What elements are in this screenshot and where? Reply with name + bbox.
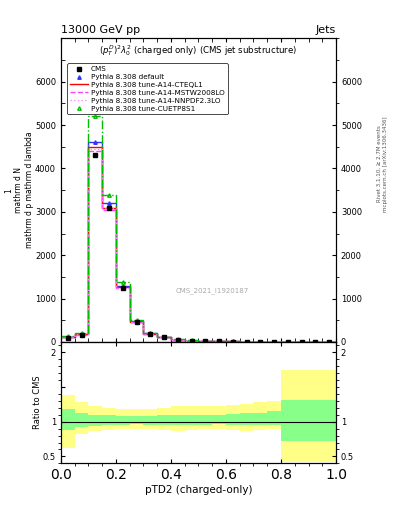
Pythia 8.308 tune-CUETP8S1 (313, 339, 318, 345)
Pythia 8.308 tune-CUETP8S1 (272, 338, 277, 345)
Pythia 8.308 default (120, 283, 125, 289)
CMS (120, 285, 125, 291)
X-axis label: pTD2 (charged-only): pTD2 (charged-only) (145, 485, 252, 495)
Pythia 8.308 default (189, 337, 194, 344)
Pythia 8.308 tune-CUETP8S1 (134, 317, 139, 323)
Pythia 8.308 tune-CUETP8S1 (299, 339, 304, 345)
Pythia 8.308 default (313, 339, 318, 345)
Pythia 8.308 tune-CUETP8S1 (258, 338, 263, 345)
CMS (272, 338, 277, 345)
CMS (258, 338, 263, 345)
Pythia 8.308 tune-CUETP8S1 (148, 330, 152, 336)
CMS (79, 332, 84, 338)
Pythia 8.308 tune-CUETP8S1 (79, 330, 84, 336)
CMS (313, 339, 318, 345)
CMS (176, 336, 180, 343)
Pythia 8.308 default (230, 338, 235, 345)
Pythia 8.308 tune-CUETP8S1 (327, 339, 332, 345)
CMS (189, 337, 194, 344)
CMS (148, 331, 152, 337)
CMS (134, 319, 139, 325)
Text: $(p_T^D)^2\lambda_0^2$ (charged only) (CMS jet substructure): $(p_T^D)^2\lambda_0^2$ (charged only) (C… (99, 43, 298, 58)
Pythia 8.308 default (93, 139, 97, 145)
Pythia 8.308 default (299, 339, 304, 345)
Text: Jets: Jets (316, 25, 336, 35)
CMS (285, 339, 290, 345)
Line: CMS: CMS (66, 154, 331, 344)
Pythia 8.308 default (244, 338, 249, 345)
Text: CMS_2021_I1920187: CMS_2021_I1920187 (176, 287, 249, 294)
Pythia 8.308 tune-CUETP8S1 (217, 338, 222, 344)
Pythia 8.308 default (327, 339, 332, 345)
Pythia 8.308 default (134, 318, 139, 324)
Pythia 8.308 tune-CUETP8S1 (285, 339, 290, 345)
CMS (203, 338, 208, 344)
Pythia 8.308 tune-CUETP8S1 (93, 113, 97, 119)
Pythia 8.308 default (176, 336, 180, 343)
CMS (107, 204, 112, 210)
Pythia 8.308 default (79, 331, 84, 337)
CMS (299, 339, 304, 345)
CMS (93, 153, 97, 159)
CMS (162, 334, 167, 340)
Pythia 8.308 default (162, 334, 167, 340)
CMS (217, 338, 222, 345)
Pythia 8.308 tune-CUETP8S1 (120, 279, 125, 285)
Pythia 8.308 default (258, 338, 263, 345)
CMS (65, 334, 70, 340)
Pythia 8.308 default (203, 338, 208, 344)
Y-axis label: 1
mathrm d N
mathrm d p mathrm d lambda: 1 mathrm d N mathrm d p mathrm d lambda (4, 132, 33, 248)
Pythia 8.308 default (148, 330, 152, 336)
Pythia 8.308 tune-CUETP8S1 (203, 338, 208, 344)
Pythia 8.308 default (107, 200, 112, 206)
Pythia 8.308 default (65, 334, 70, 340)
Pythia 8.308 tune-CUETP8S1 (176, 336, 180, 343)
Y-axis label: Ratio to CMS: Ratio to CMS (33, 376, 42, 430)
Pythia 8.308 tune-CUETP8S1 (230, 338, 235, 345)
Pythia 8.308 default (285, 339, 290, 345)
Legend: CMS, Pythia 8.308 default, Pythia 8.308 tune-A14-CTEQL1, Pythia 8.308 tune-A14-M: CMS, Pythia 8.308 default, Pythia 8.308 … (67, 63, 228, 114)
CMS (327, 339, 332, 345)
Line: Pythia 8.308 tune-CUETP8S1: Pythia 8.308 tune-CUETP8S1 (66, 115, 331, 344)
CMS (244, 338, 249, 345)
Pythia 8.308 default (217, 338, 222, 345)
Line: Pythia 8.308 default: Pythia 8.308 default (66, 141, 331, 344)
Text: mcplots.cern.ch [arXiv:1306.3436]: mcplots.cern.ch [arXiv:1306.3436] (383, 116, 387, 211)
Pythia 8.308 tune-CUETP8S1 (244, 338, 249, 345)
Pythia 8.308 tune-CUETP8S1 (65, 333, 70, 339)
Text: Rivet 3.1.10, ≥ 2.7M events: Rivet 3.1.10, ≥ 2.7M events (377, 125, 382, 202)
CMS (230, 338, 235, 345)
Pythia 8.308 default (272, 338, 277, 345)
Pythia 8.308 tune-CUETP8S1 (162, 334, 167, 340)
Text: 13000 GeV pp: 13000 GeV pp (61, 25, 140, 35)
Pythia 8.308 tune-CUETP8S1 (107, 191, 112, 198)
Pythia 8.308 tune-CUETP8S1 (189, 337, 194, 344)
